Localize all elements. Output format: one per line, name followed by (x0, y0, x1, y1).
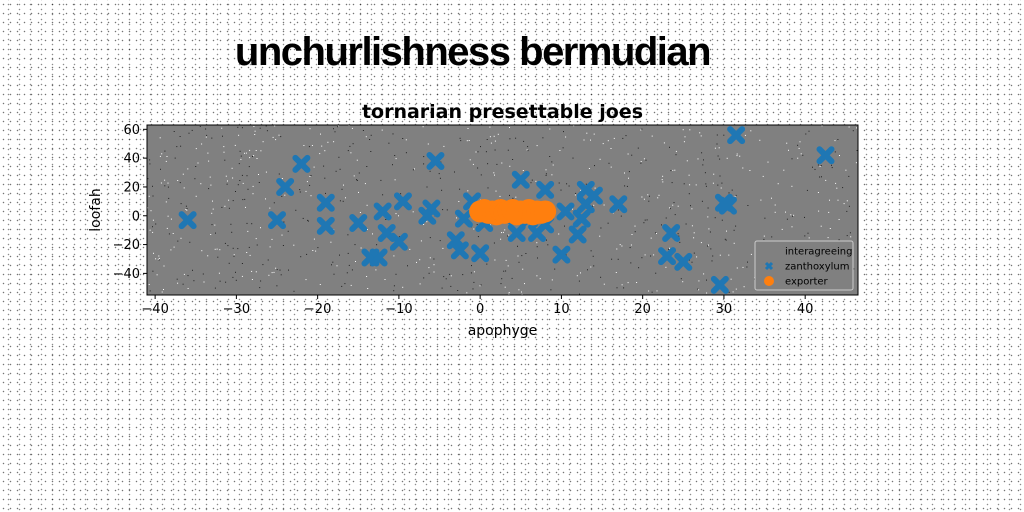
zanthoxylum-point (511, 170, 530, 189)
x-tick-label: −40 (141, 302, 168, 317)
zanthoxylum-point (316, 193, 335, 212)
legend-box (754, 240, 854, 291)
x-tick-label: −30 (223, 302, 250, 317)
zanthoxylum-point (276, 177, 295, 196)
y-tick-label: 20 (123, 180, 140, 195)
chart-title: tornarian presettable joes (362, 101, 643, 123)
zanthoxylum-point (556, 202, 575, 221)
legend-label: exporter (785, 277, 829, 288)
zanthoxylum-point (349, 213, 368, 232)
zanthoxylum-point (658, 247, 677, 266)
legend-label: zanthoxylum (785, 262, 849, 273)
x-tick-label: 10 (553, 302, 570, 317)
zanthoxylum-point (662, 224, 681, 243)
data-points (178, 126, 835, 294)
page-headline: unchurlishness bermudian (234, 30, 712, 74)
zanthoxylum-point (268, 211, 287, 230)
plot-frame (146, 124, 859, 296)
zanthoxylum-point (609, 195, 628, 214)
x-tick-label: −20 (304, 302, 331, 317)
zanthoxylum-point (369, 248, 388, 267)
zanthoxylum-point (471, 244, 490, 263)
x-tick-label: 40 (797, 302, 814, 317)
zanthoxylum-point (552, 245, 571, 264)
zanthoxylum-point (454, 209, 473, 228)
x-axis: −40 −30 −20 −10 0 10 20 30 40 (141, 295, 813, 317)
zanthoxylum-point (710, 275, 729, 294)
exporter-point (534, 200, 557, 223)
y-axis: −40 −20 0 20 40 60 (113, 123, 147, 282)
x-tick-label: 30 (716, 302, 733, 317)
zanthoxylum-point (674, 252, 693, 271)
y-tick-label: −20 (113, 238, 140, 253)
legend-marker-o (764, 276, 774, 286)
zanthoxylum-point (389, 232, 408, 251)
legend-label: interagreeing (785, 247, 852, 258)
zanthoxylum-point (572, 209, 591, 228)
x-tick-label: 20 (634, 302, 651, 317)
y-axis-label: loofah (88, 188, 104, 231)
zanthoxylum-point (536, 180, 555, 199)
legend-marker-x (764, 261, 774, 271)
x-tick-label: −10 (385, 302, 412, 317)
zanthoxylum-point (568, 225, 587, 244)
zanthoxylum-point (727, 126, 746, 145)
zanthoxylum-point (507, 224, 526, 243)
zanthoxylum-point (393, 192, 412, 211)
zanthoxylum-point (373, 202, 392, 221)
zanthoxylum-point (450, 241, 469, 260)
y-tick-label: −40 (113, 267, 140, 282)
plot-noise (147, 125, 858, 295)
zanthoxylum-point (816, 146, 835, 165)
zanthoxylum-point (426, 152, 445, 171)
y-tick-label: 0 (132, 209, 140, 224)
y-tick-label: 40 (123, 152, 140, 167)
legend: interagreeing zanthoxylum exporter (754, 240, 854, 291)
zanthoxylum-point (316, 216, 335, 235)
x-tick-label: 0 (476, 302, 484, 317)
zanthoxylum-point (718, 196, 737, 215)
zanthoxylum-point (422, 199, 441, 218)
y-tick-label: 60 (123, 123, 140, 138)
x-axis-label: apophyge (468, 323, 538, 339)
zanthoxylum-point (292, 154, 311, 173)
zanthoxylum-point (584, 186, 603, 205)
zanthoxylum-point (178, 211, 197, 230)
